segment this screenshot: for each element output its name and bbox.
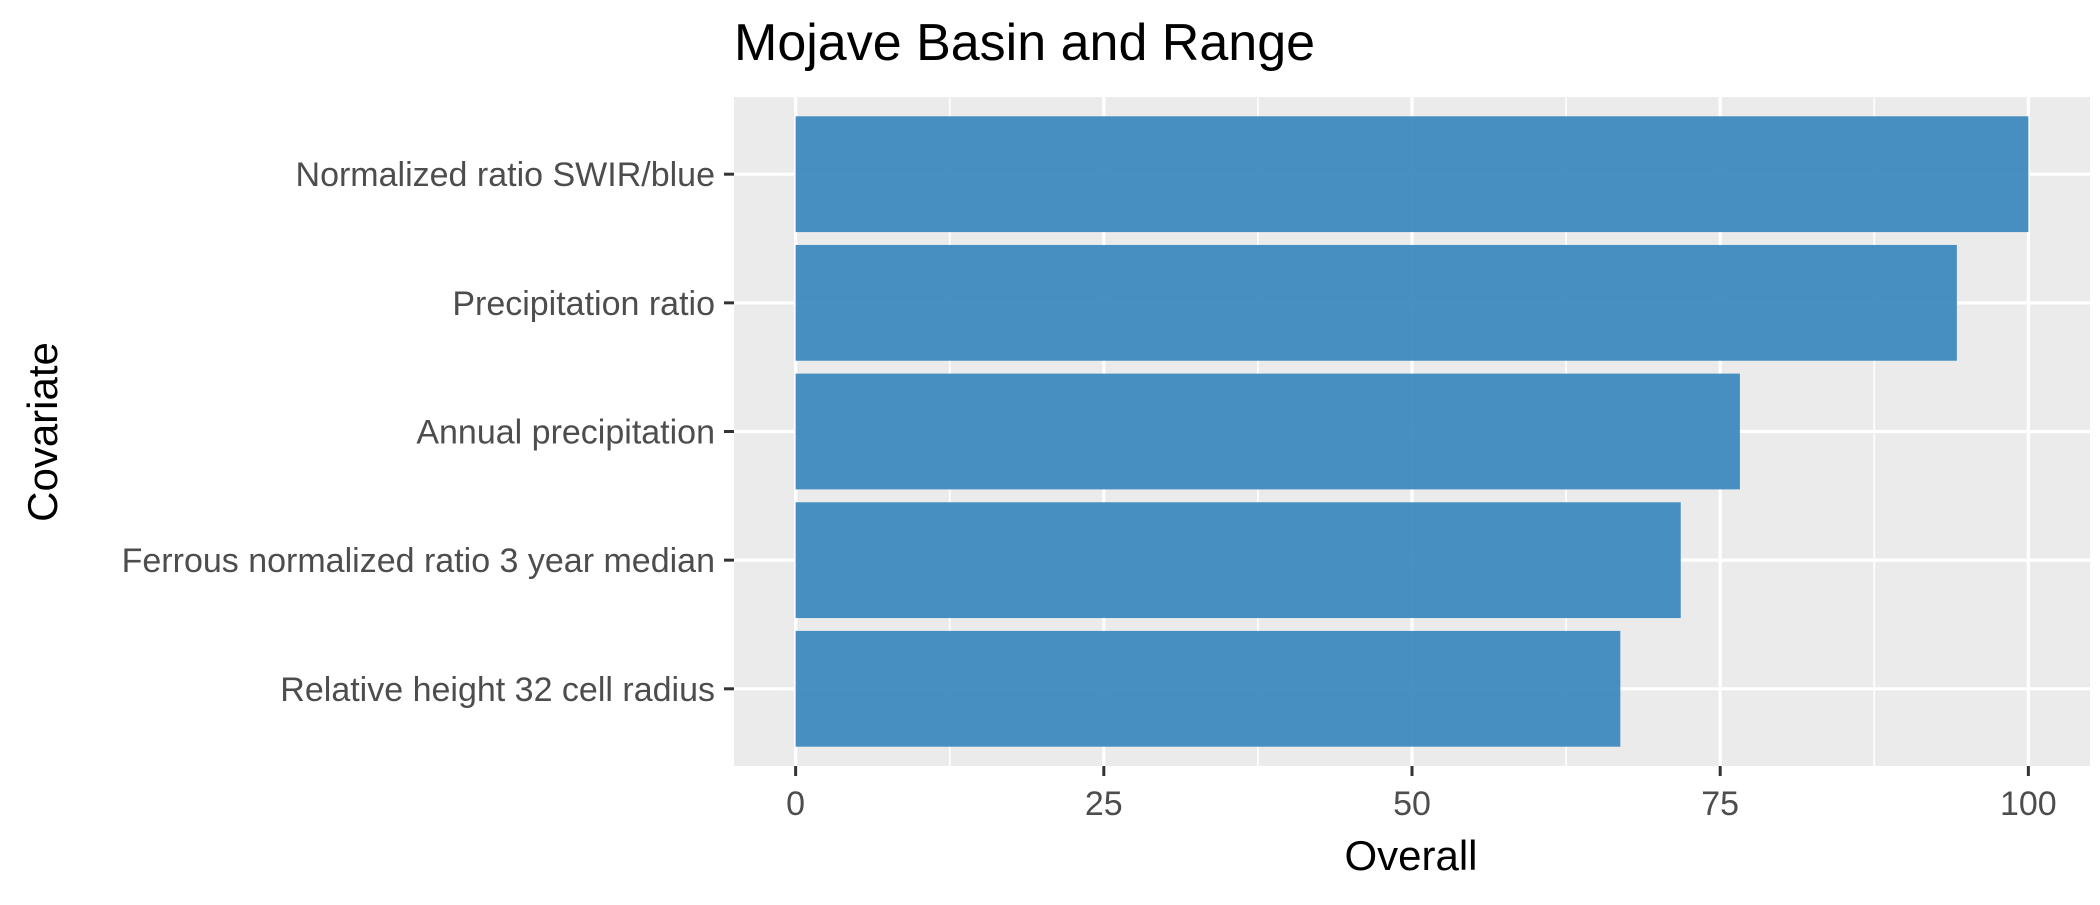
bar	[795, 116, 2029, 233]
y-axis-title: Covariate	[19, 342, 66, 522]
x-tick-label: 100	[2000, 785, 2057, 823]
chart-title: Mojave Basin and Range	[734, 14, 1315, 72]
y-tick-label: Ferrous normalized ratio 3 year median	[122, 542, 715, 580]
bars	[795, 116, 2029, 747]
bar	[795, 502, 1681, 619]
y-tick-label: Relative height 32 cell radius	[280, 671, 715, 709]
x-axis: 0 25 50 75 100	[786, 766, 2057, 823]
x-axis-title: Overall	[1344, 832, 1477, 879]
x-tick-label: 75	[1701, 785, 1739, 823]
x-tick-label: 25	[1085, 785, 1123, 823]
bar	[795, 244, 1957, 361]
x-tick-label: 0	[786, 785, 805, 823]
y-tick-label: Annual precipitation	[416, 414, 715, 452]
y-tick-label: Normalized ratio SWIR/blue	[296, 156, 715, 194]
x-tick-label: 50	[1393, 785, 1431, 823]
y-tick-label: Precipitation ratio	[452, 285, 715, 323]
y-axis: Normalized ratio SWIR/blue Precipitation …	[122, 156, 734, 709]
bar	[795, 373, 1740, 490]
bar	[795, 630, 1621, 747]
